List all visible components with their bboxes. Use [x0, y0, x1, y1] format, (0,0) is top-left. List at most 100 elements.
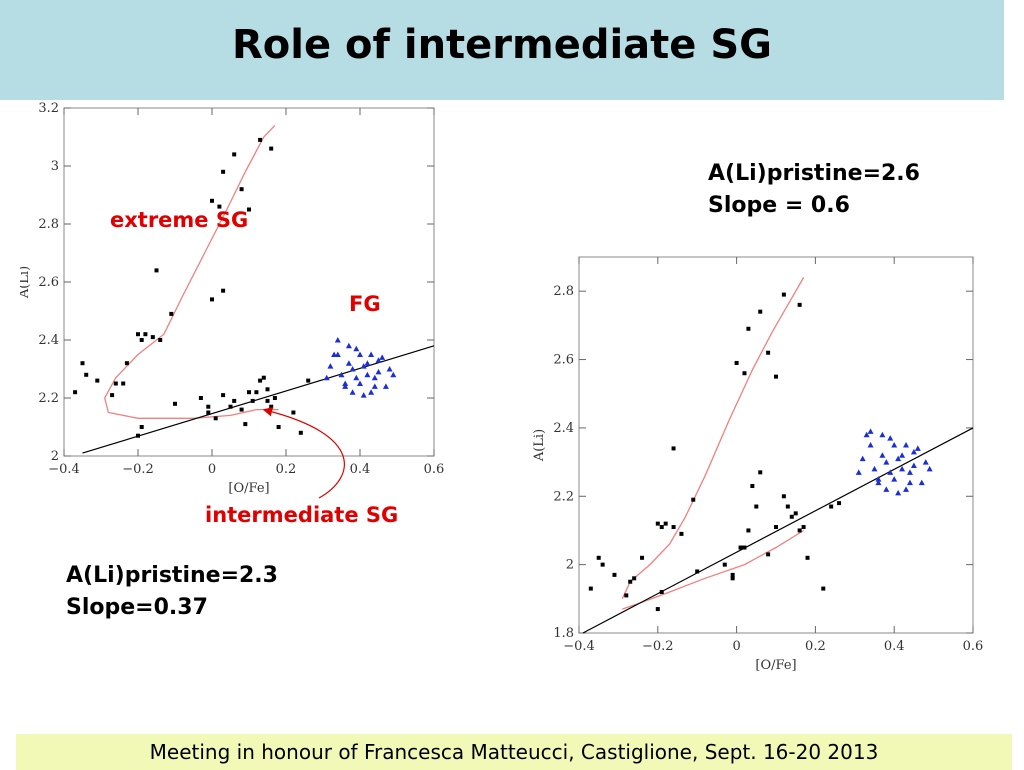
right-sg-point — [624, 593, 629, 598]
left-sg-point — [136, 332, 140, 337]
right-fg-point — [875, 479, 882, 486]
right-fg-point — [879, 431, 886, 438]
left-sg-point — [247, 390, 251, 395]
title-bar: Role of intermediate SG — [0, 0, 1004, 100]
left-sg-point — [84, 372, 89, 377]
right-sg-point — [821, 586, 826, 591]
right-sg-point — [655, 607, 660, 612]
right-sg-point — [671, 446, 676, 451]
right-sg-point — [659, 589, 664, 594]
left-sg-point — [169, 311, 174, 316]
right-sg-point — [742, 545, 747, 550]
right-sg-point — [628, 579, 633, 584]
left-sg-point — [258, 137, 263, 142]
right-sg-point — [663, 521, 668, 526]
right-sg-point — [793, 511, 798, 516]
right-fg-point — [875, 476, 882, 482]
left-sg-point — [213, 416, 218, 421]
left-ytick-label: 2.2 — [38, 391, 59, 406]
left-xtick-label: 0.4 — [350, 462, 371, 477]
left-fit-line — [82, 345, 435, 454]
right-sg-point — [781, 292, 786, 297]
left-sg-point — [136, 433, 140, 438]
left-sg-point — [121, 381, 126, 386]
left-fg-point — [379, 354, 386, 360]
right-pristine-text: A(Li)pristine=2.6 — [708, 161, 920, 186]
right-sg-point — [837, 501, 842, 506]
right-fg-point — [906, 479, 913, 486]
left-sg-point — [206, 404, 211, 409]
right-parameters: A(Li)pristine=2.6 Slope = 0.6 — [708, 158, 920, 222]
right-sg-point — [781, 494, 786, 499]
left-pristine-text: A(Li)pristine=2.3 — [66, 563, 278, 588]
right-fg-point — [895, 455, 902, 462]
right-scatter-plot: −0.4 −0.2 0 0.2 0.4 0.6 1.8 2 2.2 2.4 2.6 2.8 [O/Fe]… — [525, 252, 995, 677]
left-sg-point — [239, 187, 244, 192]
right-fg-point — [867, 428, 874, 434]
right-slope-text: Slope = 0.6 — [708, 193, 850, 218]
right-fg-point — [867, 442, 874, 448]
left-sg-point — [250, 398, 255, 403]
left-sg-point — [258, 378, 263, 383]
right-sg-point — [754, 504, 759, 509]
right-sg-point — [801, 525, 806, 530]
left-sg-point — [298, 430, 303, 435]
left-sg-point — [265, 387, 270, 392]
right-ytick-label: 2.2 — [553, 489, 574, 504]
left-x-axis-label: [O/Fe] — [228, 481, 269, 496]
left-xtick-label: 0.6 — [424, 462, 445, 477]
left-sg-point — [206, 410, 211, 415]
right-fg-point — [914, 445, 921, 451]
left-fg-point — [357, 351, 363, 357]
right-sg-point — [738, 545, 743, 550]
right-model-curve — [621, 277, 805, 600]
right-sg-point — [612, 572, 617, 577]
right-chart-svg: −0.4 −0.2 0 0.2 0.4 0.6 1.8 2 2.2 2.4 2.6 2.8 [O/Fe]… — [532, 256, 984, 673]
left-sg-point — [272, 396, 277, 400]
left-fg-point — [371, 383, 378, 389]
left-sg-point — [210, 198, 214, 203]
right-sg-point — [742, 371, 747, 376]
left-sg-point — [239, 407, 244, 412]
right-fg-point — [855, 469, 862, 475]
left-fg-point — [375, 357, 382, 363]
right-sg-point — [797, 528, 802, 533]
right-sg-point — [655, 521, 660, 526]
right-fg-point — [903, 486, 910, 492]
fg-label: FG — [349, 292, 381, 316]
right-sg-point — [659, 525, 664, 530]
left-ytick-label: 3 — [51, 159, 59, 174]
right-fg-point — [903, 442, 910, 448]
left-fg-point — [360, 363, 367, 369]
right-fg-point — [918, 479, 925, 486]
right-xtick-label: −0.2 — [642, 639, 674, 654]
right-plot-frame — [578, 256, 974, 634]
left-ytick-label: 2 — [51, 449, 59, 464]
footer-bar: Meeting in honour of Francesca Matteucci… — [16, 734, 1012, 770]
right-fg-point — [899, 452, 906, 458]
left-sg-point — [110, 393, 115, 398]
left-sg-point — [95, 378, 100, 383]
right-fg-point — [887, 435, 894, 441]
left-sg-point — [113, 381, 118, 386]
left-sg-point — [221, 393, 226, 398]
left-fg-point — [364, 371, 371, 378]
right-xtick-label: 0.4 — [884, 639, 905, 654]
right-sg-point — [695, 569, 700, 574]
right-sg-point — [774, 374, 778, 379]
left-ytick-label: 3.2 — [38, 101, 59, 116]
right-sg-point — [596, 555, 601, 560]
left-sg-point — [269, 404, 274, 409]
left-sg-point — [247, 207, 251, 212]
right-fg-point — [910, 448, 917, 455]
right-fg-point — [883, 459, 890, 465]
left-fg-point — [382, 383, 389, 389]
right-xtick-label: 0.6 — [963, 639, 984, 654]
left-xtick-label: 0.2 — [276, 462, 297, 477]
right-sg-point — [766, 350, 771, 355]
left-sg-point — [221, 288, 226, 293]
right-fg-point — [926, 465, 933, 472]
right-sg-point — [671, 525, 676, 530]
extreme-sg-label: extreme SG — [110, 208, 249, 232]
left-fg-point — [349, 389, 356, 395]
